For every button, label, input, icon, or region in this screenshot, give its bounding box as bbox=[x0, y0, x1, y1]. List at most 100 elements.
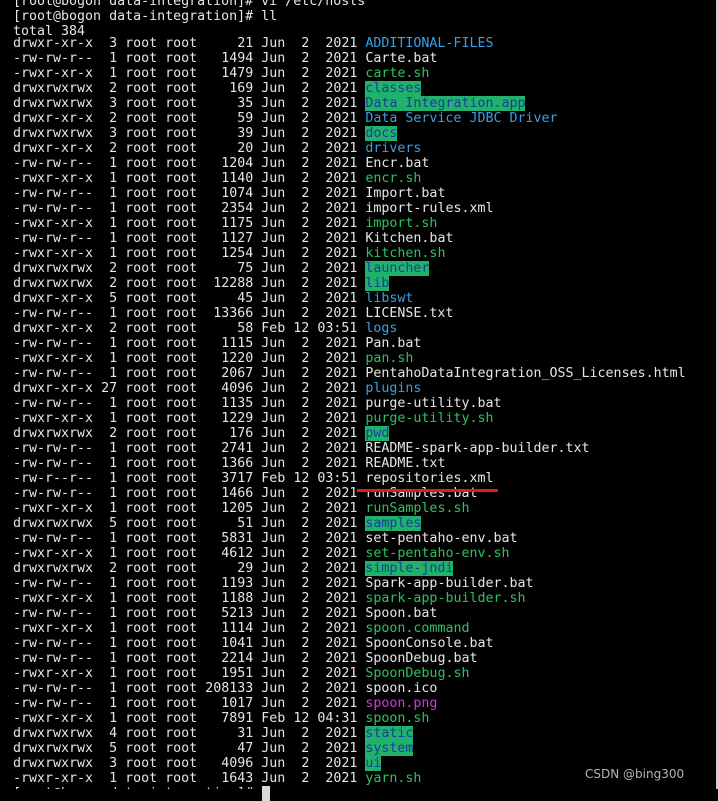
terminal-line: -rw-rw-r-- 1 root root 1127 Jun 2 2021 K… bbox=[13, 231, 453, 246]
terminal-line: drwxr-xr-x 3 root root 21 Jun 2 2021 ADD… bbox=[13, 36, 493, 51]
day: 2 bbox=[301, 216, 310, 231]
day: 2 bbox=[301, 291, 310, 306]
owner: root bbox=[125, 126, 158, 141]
day: 2 bbox=[301, 156, 310, 171]
month: Jun bbox=[261, 636, 286, 651]
file-name: PentahoDataIntegration_OSS_Licenses.html bbox=[365, 366, 686, 381]
file-name: samples bbox=[365, 516, 422, 531]
group: root bbox=[165, 651, 198, 666]
terminal-line: drwxr-xr-x 27 root root 4096 Jun 2 2021 … bbox=[13, 381, 421, 396]
terminal-line: drwxrwxrwx 3 root root 35 Jun 2 2021 Dat… bbox=[13, 96, 526, 111]
permissions: drwxr-xr-x bbox=[13, 111, 94, 126]
group: root bbox=[165, 201, 198, 216]
link-count: 2 bbox=[109, 81, 118, 96]
owner: root bbox=[125, 546, 158, 561]
month: Jun bbox=[261, 231, 286, 246]
permissions: drwxrwxrwx bbox=[13, 741, 94, 756]
terminal-line: -rw-rw-r-- 1 root root 2741 Jun 2 2021 R… bbox=[13, 441, 590, 456]
file-size: 1017 bbox=[221, 696, 254, 711]
file-name: Kitchen.bat bbox=[365, 231, 454, 246]
time-or-year: 2021 bbox=[325, 231, 358, 246]
month: Jun bbox=[261, 366, 286, 381]
month: Jun bbox=[261, 426, 286, 441]
time-or-year: 2021 bbox=[325, 561, 358, 576]
day: 2 bbox=[301, 606, 310, 621]
file-size: 1115 bbox=[221, 336, 254, 351]
month: Jun bbox=[261, 111, 286, 126]
permissions: -rwxr-xr-x bbox=[13, 771, 94, 786]
time-or-year: 2021 bbox=[325, 756, 358, 771]
time-or-year: 2021 bbox=[325, 666, 358, 681]
time-or-year: 2021 bbox=[325, 336, 358, 351]
day: 2 bbox=[301, 486, 310, 501]
file-name: Import.bat bbox=[365, 186, 446, 201]
file-size: 51 bbox=[237, 516, 254, 531]
owner: root bbox=[125, 426, 158, 441]
day: 2 bbox=[301, 501, 310, 516]
terminal-line: -rwxr-xr-x 1 root root 1643 Jun 2 2021 y… bbox=[13, 771, 421, 786]
owner: root bbox=[125, 66, 158, 81]
group: root bbox=[165, 246, 198, 261]
group: root bbox=[165, 366, 198, 381]
day: 2 bbox=[301, 546, 310, 561]
file-size: 12288 bbox=[213, 276, 254, 291]
permissions: -rw-rw-r-- bbox=[13, 681, 94, 696]
permissions: -rw-rw-r-- bbox=[13, 696, 94, 711]
month: Jun bbox=[261, 306, 286, 321]
file-name: spoon.png bbox=[365, 696, 438, 711]
permissions: -rw-rw-r-- bbox=[13, 366, 94, 381]
owner: root bbox=[125, 606, 158, 621]
permissions: -rw-rw-r-- bbox=[13, 576, 94, 591]
day: 2 bbox=[301, 51, 310, 66]
owner: root bbox=[125, 396, 158, 411]
owner: root bbox=[125, 411, 158, 426]
day: 2 bbox=[301, 231, 310, 246]
file-name: set-pentaho-env.sh bbox=[365, 546, 510, 561]
link-count: 1 bbox=[109, 351, 118, 366]
owner: root bbox=[125, 291, 158, 306]
file-size: 1175 bbox=[221, 216, 254, 231]
owner: root bbox=[125, 366, 158, 381]
time-or-year: 2021 bbox=[325, 366, 358, 381]
link-count: 1 bbox=[109, 306, 118, 321]
group: root bbox=[165, 606, 198, 621]
day: 12 bbox=[293, 471, 310, 486]
owner: root bbox=[125, 621, 158, 636]
time-or-year: 2021 bbox=[325, 501, 358, 516]
file-size: 1140 bbox=[221, 171, 254, 186]
window-edge bbox=[716, 0, 718, 789]
file-size: 5213 bbox=[221, 606, 254, 621]
permissions: drwxrwxrwx bbox=[13, 756, 94, 771]
time-or-year: 2021 bbox=[325, 261, 358, 276]
group: root bbox=[165, 111, 198, 126]
file-name: drivers bbox=[365, 141, 422, 156]
day: 2 bbox=[301, 726, 310, 741]
terminal-line: -rwxr-xr-x 1 root root 1220 Jun 2 2021 p… bbox=[13, 351, 413, 366]
permissions: -rw-rw-r-- bbox=[13, 306, 94, 321]
file-name: Encr.bat bbox=[365, 156, 430, 171]
month: Jun bbox=[261, 696, 286, 711]
time-or-year: 2021 bbox=[325, 606, 358, 621]
file-size: 1643 bbox=[221, 771, 254, 786]
month: Jun bbox=[261, 141, 286, 156]
file-size: 1205 bbox=[221, 501, 254, 516]
day: 2 bbox=[301, 201, 310, 216]
terminal-line: -rw-rw-r-- 1 root root 1041 Jun 2 2021 S… bbox=[13, 636, 493, 651]
file-name: README.txt bbox=[365, 456, 446, 471]
terminal-line: -rwxr-xr-x 1 root root 7891 Feb 12 04:31… bbox=[13, 711, 429, 726]
day: 2 bbox=[301, 426, 310, 441]
file-name: repositories.xml bbox=[365, 471, 494, 486]
file-name: docs bbox=[365, 126, 398, 141]
terminal-line: -rw-rw-r-- 1 root root 1204 Jun 2 2021 E… bbox=[13, 156, 429, 171]
group: root bbox=[165, 486, 198, 501]
permissions: drwxr-xr-x bbox=[13, 141, 94, 156]
link-count: 1 bbox=[109, 606, 118, 621]
link-count: 1 bbox=[109, 411, 118, 426]
month: Jun bbox=[261, 441, 286, 456]
group: root bbox=[165, 411, 198, 426]
link-count: 5 bbox=[109, 741, 118, 756]
file-name: libswt bbox=[365, 291, 414, 306]
file-name: LICENSE.txt bbox=[365, 306, 454, 321]
file-size: 7891 bbox=[221, 711, 254, 726]
time-or-year: 2021 bbox=[325, 306, 358, 321]
